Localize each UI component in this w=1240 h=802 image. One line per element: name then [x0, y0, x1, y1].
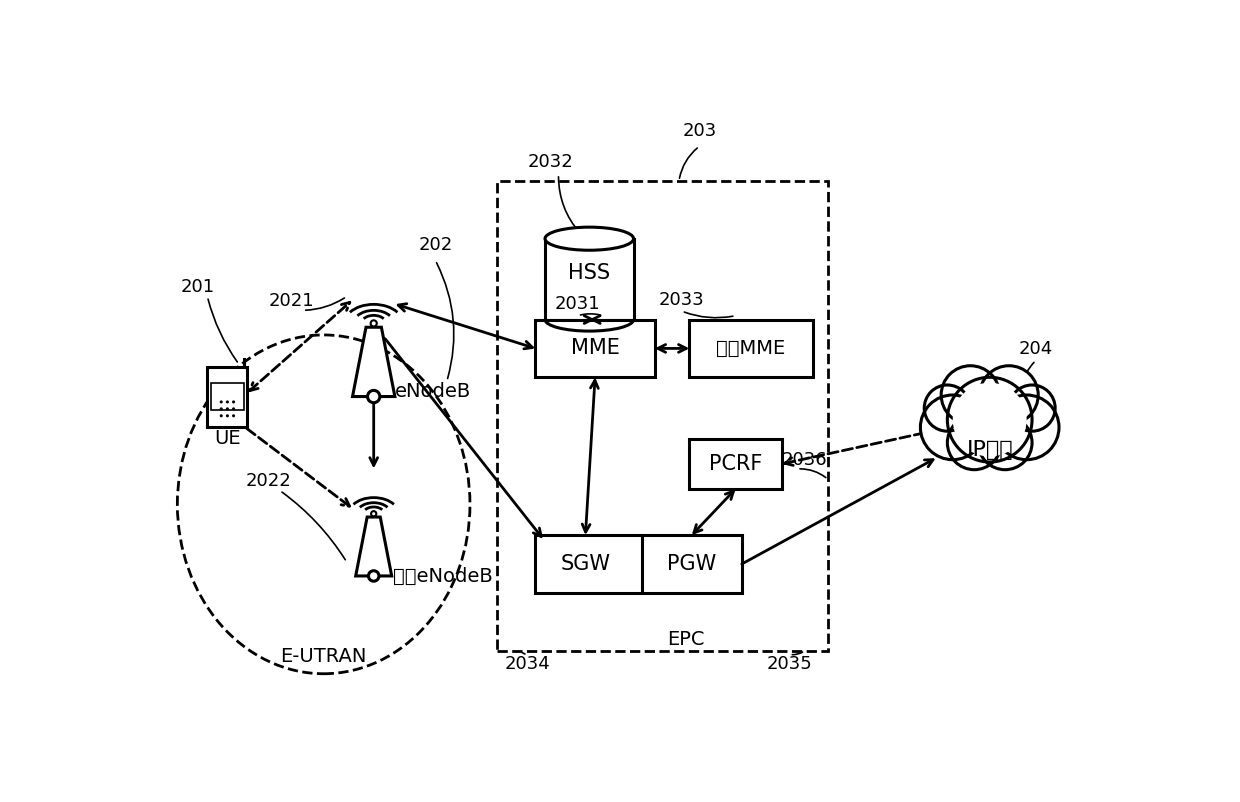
Circle shape [232, 407, 236, 411]
Text: 2033: 2033 [658, 290, 704, 309]
Text: 2032: 2032 [528, 153, 574, 172]
Text: 2021: 2021 [269, 292, 314, 310]
Circle shape [980, 366, 1038, 424]
Text: HSS: HSS [568, 262, 610, 282]
Text: EPC: EPC [667, 630, 704, 650]
Ellipse shape [546, 227, 634, 250]
Text: 203: 203 [682, 122, 717, 140]
Circle shape [920, 395, 985, 460]
Circle shape [367, 391, 379, 403]
Bar [689, 439, 781, 489]
Bar [689, 319, 812, 377]
Bar [211, 383, 243, 410]
Text: 其它eNodeB: 其它eNodeB [393, 566, 492, 585]
Text: eNodeB: eNodeB [396, 382, 471, 401]
Circle shape [368, 571, 379, 581]
Text: SGW: SGW [560, 554, 610, 574]
Bar [207, 367, 248, 427]
Circle shape [371, 320, 377, 326]
Text: 其它MME: 其它MME [717, 339, 786, 358]
Circle shape [226, 400, 229, 403]
Polygon shape [356, 517, 392, 576]
Circle shape [978, 415, 1032, 470]
Circle shape [219, 407, 223, 411]
Polygon shape [352, 327, 394, 396]
Circle shape [226, 407, 229, 411]
Text: 204: 204 [1019, 340, 1053, 358]
Text: 201: 201 [181, 278, 216, 296]
Circle shape [941, 366, 999, 424]
Text: UE: UE [215, 429, 241, 448]
Text: E-UTRAN: E-UTRAN [280, 647, 367, 666]
Text: 2022: 2022 [246, 472, 291, 490]
Circle shape [226, 415, 229, 417]
Text: 2035: 2035 [766, 654, 812, 673]
Circle shape [219, 400, 223, 403]
Text: PGW: PGW [667, 554, 717, 574]
Bar [497, 181, 828, 650]
Text: 2034: 2034 [505, 654, 551, 673]
Circle shape [947, 415, 1001, 470]
Circle shape [924, 385, 971, 431]
Circle shape [232, 415, 236, 417]
Text: MME: MME [570, 338, 620, 358]
Bar [536, 319, 655, 377]
Circle shape [219, 415, 223, 417]
Text: PCRF: PCRF [709, 454, 763, 474]
Circle shape [994, 395, 1059, 460]
Circle shape [232, 400, 236, 403]
Circle shape [952, 383, 1027, 456]
Text: 2031: 2031 [556, 295, 600, 313]
Text: IP业务: IP业务 [966, 440, 1013, 460]
Bar [546, 239, 634, 319]
Bar [536, 535, 742, 593]
Text: 202: 202 [418, 236, 453, 254]
Circle shape [1009, 385, 1055, 431]
Circle shape [947, 377, 1032, 462]
Text: 2036: 2036 [782, 451, 828, 468]
Circle shape [371, 511, 376, 516]
